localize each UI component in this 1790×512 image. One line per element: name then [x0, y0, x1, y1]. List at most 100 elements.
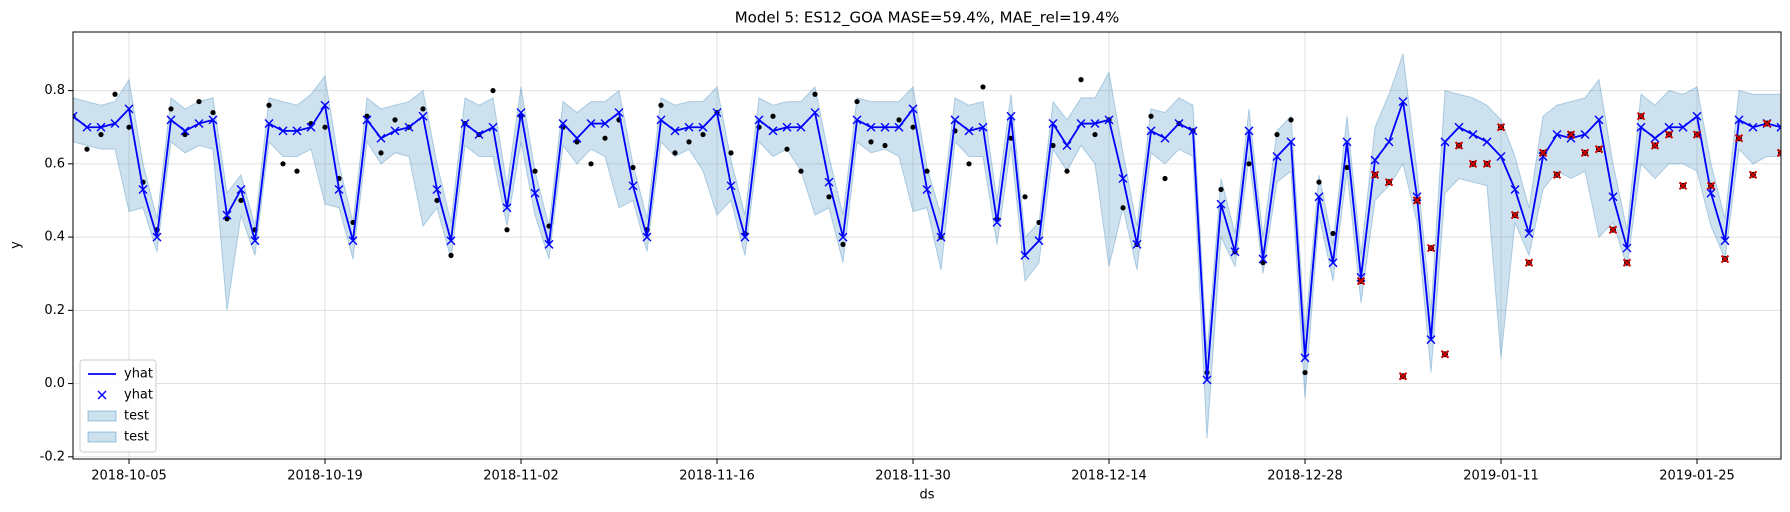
- yhat-marker: [1468, 130, 1478, 140]
- test-point: [1580, 148, 1590, 158]
- actual-point: [1050, 142, 1056, 149]
- yhat-marker: [208, 115, 218, 125]
- yhat-marker: [1230, 247, 1240, 257]
- actual-point: [126, 124, 132, 130]
- test-point-cross: [1734, 133, 1744, 143]
- actual-point: [1022, 194, 1028, 200]
- yhat-marker: [544, 239, 554, 249]
- actual-point: [504, 227, 510, 233]
- yhat-marker: [1202, 375, 1212, 385]
- x-tick-label: 2018-11-16: [679, 469, 755, 484]
- test-point-cross: [1720, 254, 1730, 264]
- actual-point: [1316, 179, 1322, 185]
- yhat-marker: [1636, 122, 1646, 132]
- actual-point: [896, 117, 902, 123]
- test-point: [1776, 148, 1781, 158]
- test-point: [1650, 141, 1660, 150]
- test-point-cross: [1496, 123, 1506, 132]
- yhat-marker: [1706, 188, 1716, 198]
- actual-point: [182, 131, 188, 138]
- actual-point: [1148, 113, 1154, 119]
- test-point: [1706, 181, 1716, 191]
- actual-point: [700, 131, 706, 138]
- yhat-marker: [572, 133, 582, 143]
- yhat-marker: [1692, 111, 1702, 121]
- test-point-cross: [1370, 170, 1380, 180]
- test-point-cross: [1398, 372, 1408, 381]
- test-point: [1636, 112, 1646, 121]
- yhat-marker: [138, 184, 148, 194]
- legend-label: yhat: [124, 388, 153, 403]
- yhat-marker: [1398, 97, 1408, 107]
- yhat-marker: [824, 177, 834, 187]
- x-tick-label: 2018-10-19: [287, 469, 363, 484]
- yhat-marker: [222, 210, 232, 220]
- test-point: [1748, 170, 1758, 180]
- yhat-marker: [530, 188, 540, 198]
- x-tick-label: 2019-01-25: [1659, 469, 1735, 484]
- yhat-marker: [488, 122, 498, 132]
- actual-point: [658, 102, 664, 108]
- actual-point: [378, 150, 384, 156]
- legend-swatch: [87, 431, 117, 443]
- y-tick-label: 0.0: [44, 376, 65, 391]
- test-point: [1496, 123, 1506, 132]
- yhat-marker: [740, 232, 750, 242]
- actual-point: [1162, 175, 1168, 182]
- test-point: [1762, 119, 1772, 128]
- x-tick-label: 2018-11-30: [875, 469, 951, 484]
- yhat-marker: [698, 122, 708, 132]
- yhat-marker: [362, 115, 372, 125]
- yhat-marker: [992, 217, 1002, 227]
- actual-point: [966, 161, 972, 167]
- test-point: [1720, 254, 1730, 264]
- test-point: [1482, 159, 1492, 169]
- yhat-marker: [852, 115, 862, 125]
- yhat-marker: [726, 181, 736, 191]
- test-point-cross: [1468, 159, 1478, 169]
- actual-point: [672, 150, 678, 156]
- yhat-marker: [152, 232, 162, 242]
- actual-point: [420, 106, 426, 112]
- test-point-cross: [1580, 148, 1590, 158]
- yhat-marker: [404, 122, 414, 132]
- actual-point: [1260, 260, 1266, 266]
- yhat-marker: [600, 119, 610, 129]
- yhat-marker: [1104, 115, 1114, 125]
- actual-point: [840, 241, 846, 248]
- yhat-marker: [1608, 192, 1618, 202]
- yhat-marker: [628, 181, 638, 191]
- yhat-marker: [432, 184, 442, 194]
- yhat-marker: [418, 111, 428, 121]
- test-point-cross: [1454, 141, 1464, 150]
- yhat-marker: [936, 232, 946, 242]
- yhat-marker: [1552, 130, 1562, 140]
- x-tick-label: 2018-12-28: [1267, 469, 1343, 484]
- yhat-marker: [1244, 126, 1254, 136]
- actual-point: [812, 91, 818, 97]
- yhat-marker: [124, 104, 134, 114]
- yhat-marker: [306, 122, 316, 132]
- yhat-marker: [796, 122, 806, 132]
- yhat-marker: [1482, 137, 1492, 147]
- actual-point: [980, 84, 986, 90]
- actual-point: [392, 117, 398, 123]
- plot-frame: [72, 31, 1782, 460]
- test-point: [1664, 130, 1674, 139]
- y-tick-label: 0.6: [44, 156, 65, 171]
- yhat-marker: [1314, 192, 1324, 202]
- yhat-marker: [502, 203, 512, 213]
- test-point: [1566, 130, 1576, 139]
- yhat-marker: [964, 126, 974, 136]
- actual-point: [728, 150, 734, 156]
- test-point: [1412, 196, 1422, 205]
- actual-point: [210, 109, 216, 116]
- yhat-marker: [614, 108, 624, 118]
- chart-title: Model 5: ES12_GOA MASE=59.4%, MAE_rel=19…: [735, 9, 1120, 28]
- yhat-marker: [754, 115, 764, 125]
- yhat-marker: [334, 184, 344, 194]
- yhat-marker: [180, 126, 190, 136]
- yhat-marker: [1188, 126, 1198, 136]
- yhat-marker: [348, 236, 358, 246]
